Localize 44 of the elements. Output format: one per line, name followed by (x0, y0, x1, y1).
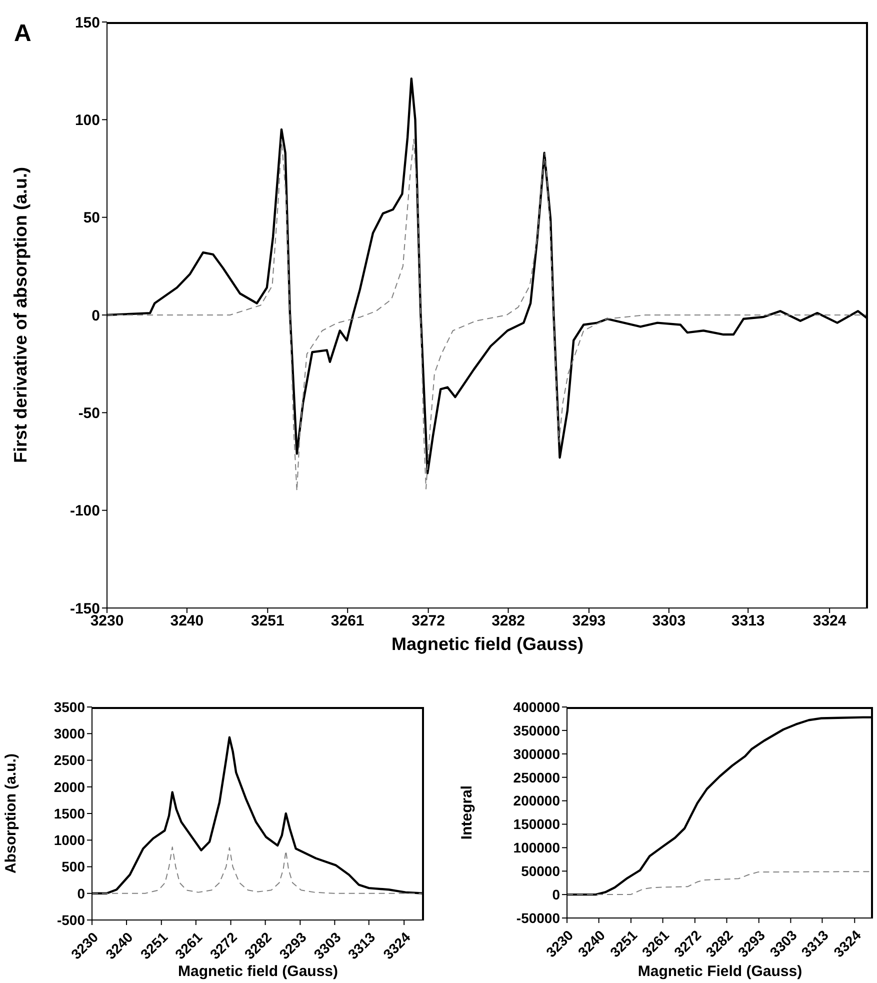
x-axis-title: Magnetic field (Gauss) (178, 963, 338, 980)
y-tick-label: 3500 (54, 698, 86, 715)
y-tick-label: 150 (74, 14, 100, 32)
y-tick-label: 500 (62, 858, 86, 875)
y-tick-label: 0 (77, 885, 86, 902)
x-tick-label: 3251 (250, 612, 284, 630)
y-tick-label: 50 (83, 210, 100, 227)
y-tick-label: 2000 (54, 778, 86, 795)
line-series (92, 846, 424, 894)
y-tick-label: 3000 (54, 726, 86, 742)
y-tick-label: -100 (70, 502, 100, 520)
y-axis-title: Absorption (a.u.) (2, 754, 20, 874)
y-tick-label: 350000 (513, 722, 560, 738)
y-tick-label: 150000 (513, 816, 560, 832)
x-tick-label: 3293 (572, 612, 606, 630)
y-tick-label: -50 (78, 404, 100, 422)
y-tick-label: 50000 (521, 863, 560, 880)
x-tick-label: 3282 (492, 612, 525, 630)
y-tick-label: 1500 (54, 805, 86, 822)
text: A (14, 20, 32, 48)
x-tick-label: 3261 (330, 612, 364, 630)
y-axis-title: First derivative of absorption (a.u.) (10, 166, 30, 464)
y-axis-title: Integral (458, 785, 476, 840)
y-tick-label: 0 (552, 886, 560, 903)
x-tick-label: 3303 (652, 612, 686, 630)
x-tick-label: 3313 (731, 612, 765, 630)
y-tick-label: 400000 (513, 698, 560, 715)
x-tick-label: 3324 (812, 612, 847, 630)
x-axis-title: Magnetic field (Gauss) (391, 634, 584, 654)
line-series (107, 138, 868, 492)
y-tick-label: 100000 (513, 840, 560, 856)
y-tick-label: 300000 (513, 746, 560, 762)
y-tick-label: 200000 (513, 792, 560, 809)
x-tick-label: 3272 (412, 612, 445, 630)
y-tick-label: 100 (74, 112, 100, 129)
y-tick-label: 2500 (54, 752, 86, 768)
y-tick-label: -50000 (516, 910, 560, 926)
y-tick-label: -500 (56, 912, 86, 928)
y-tick-label: 0 (92, 307, 100, 324)
x-tick-label: 3230 (90, 612, 124, 630)
x-axis-title: Magnetic Field (Gauss) (638, 963, 802, 980)
y-tick-label: 250000 (513, 769, 560, 786)
y-tick-label: 1000 (54, 832, 86, 848)
x-tick-label: 3240 (170, 612, 204, 630)
